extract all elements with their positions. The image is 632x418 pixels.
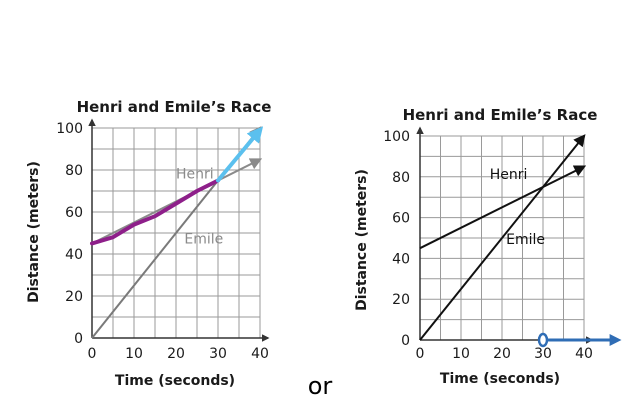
left-henri-label: Henri (176, 166, 214, 182)
or-separator: or (308, 372, 333, 400)
y-tick-label: 80 (65, 163, 83, 179)
y-tick-label: 0 (74, 331, 83, 347)
right-x-tick-labels: 0 10 20 30 40 (416, 346, 593, 362)
right-y-tick-labels: 0 20 40 60 80 100 (383, 129, 410, 349)
y-tick-label: 60 (65, 205, 83, 221)
right-henri-label: Henri (490, 167, 528, 183)
y-tick-label: 40 (392, 251, 410, 267)
right-x-axis-label: Time (seconds) (440, 371, 560, 387)
x-tick-label: 30 (209, 346, 227, 362)
y-tick-label: 40 (65, 247, 83, 263)
left-emile-label: Emile (184, 232, 223, 248)
left-axes (88, 118, 270, 342)
right-series (419, 134, 622, 348)
x-tick-label: 0 (416, 346, 425, 362)
y-tick-label: 20 (65, 289, 83, 305)
y-tick-label: 100 (383, 129, 410, 145)
blue-arrow-stroke (216, 126, 264, 183)
x-tick-label: 10 (452, 346, 470, 362)
right-chart-title: Henri and Emile’s Race (403, 106, 598, 124)
right-chart: Henri and Emile’s Race 0 20 40 60 80 100 0 10 2… (354, 106, 622, 387)
purple-highlight-stroke (90, 178, 220, 246)
y-tick-label: 20 (392, 292, 410, 308)
y-tick-label: 0 (401, 333, 410, 349)
left-series (90, 126, 264, 339)
left-x-axis-label: Time (seconds) (115, 373, 235, 389)
y-tick-label: 80 (392, 170, 410, 186)
left-x-tick-labels: 0 10 20 30 40 (88, 346, 269, 362)
x-tick-label: 10 (125, 346, 143, 362)
left-chart-title: Henri and Emile’s Race (77, 98, 272, 116)
left-y-axis-label: Distance (meters) (26, 161, 42, 303)
y-tick-label: 100 (56, 121, 83, 137)
x-tick-label: 40 (251, 346, 269, 362)
series-line-emile (419, 134, 586, 341)
x-tick-label: 0 (88, 346, 97, 362)
right-y-axis-label: Distance (meters) (354, 169, 370, 311)
y-tick-label: 60 (392, 211, 410, 227)
x-tick-label: 20 (167, 346, 185, 362)
left-y-tick-labels: 0 20 40 60 80 100 (56, 121, 83, 347)
x-tick-label: 30 (534, 346, 552, 362)
open-circle-marker (537, 332, 549, 348)
right-emile-label: Emile (506, 232, 545, 248)
left-chart: Henri and Emile’s Race 0 20 40 60 80 100 0 10 2… (26, 98, 271, 389)
x-tick-label: 20 (493, 346, 511, 362)
x-tick-label: 40 (575, 346, 593, 362)
series-line-henri (419, 165, 587, 250)
